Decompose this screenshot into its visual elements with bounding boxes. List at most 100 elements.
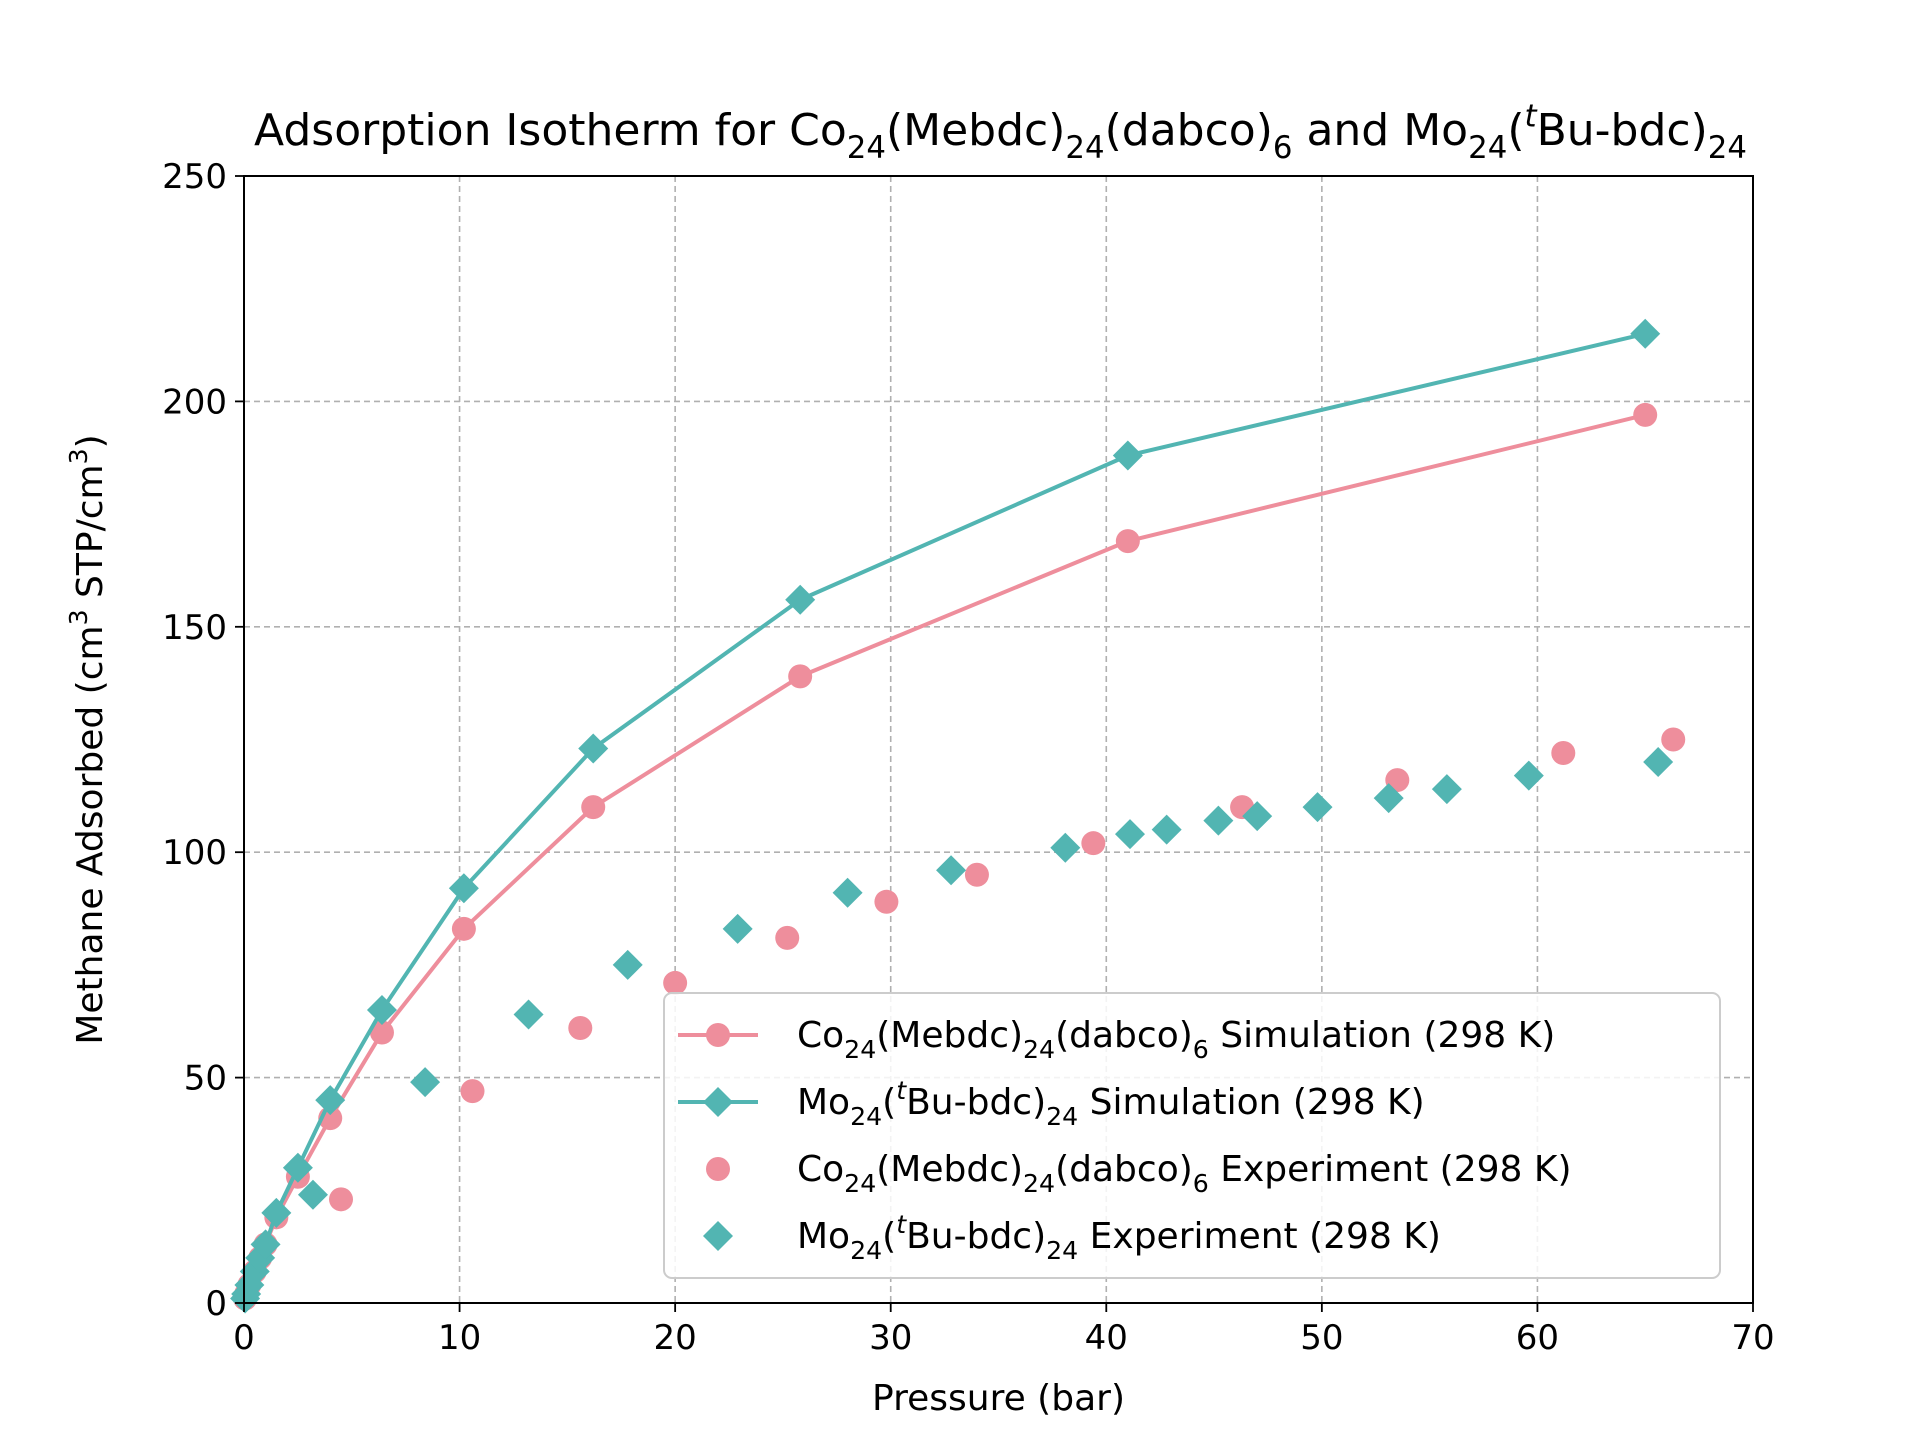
chart-title-part: 24	[1065, 130, 1104, 166]
legend-label-part: Simulation (298 K)	[1078, 1082, 1425, 1123]
legend-label-part: Experiment (298 K)	[1209, 1149, 1572, 1190]
data-point	[282, 1152, 313, 1183]
x-tick-label: 0	[233, 1318, 255, 1358]
data-point	[1151, 814, 1182, 845]
data-point	[788, 664, 813, 689]
y-axis-label-part: 3	[64, 448, 93, 464]
data-point	[1112, 440, 1143, 471]
x-tick-label: 30	[869, 1318, 912, 1358]
legend-label-part: Simulation (298 K)	[1209, 1015, 1556, 1056]
y-axis-label-part: )	[70, 434, 111, 448]
data-point	[513, 999, 544, 1030]
legend-label-part: (Mebdc)	[876, 1015, 1023, 1056]
legend-label-part: t	[896, 1210, 907, 1239]
legend: Co24(Mebdc)24(dabco)6 Simulation (298 K)…	[663, 992, 1721, 1279]
legend-label-part: (dabco)	[1055, 1015, 1193, 1056]
legend-label-part: 24	[1046, 1102, 1078, 1131]
legend-entry-2: Co24(Mebdc)24(dabco)6 Experiment (298 K)	[706, 1149, 1572, 1198]
legend-label: Mo24(tBu-bdc)24 Simulation (298 K)	[797, 1076, 1425, 1131]
x-tick-label: 70	[1731, 1318, 1774, 1358]
data-series	[230, 318, 1686, 1314]
data-point	[1643, 747, 1674, 778]
data-point	[369, 1020, 394, 1045]
legend-label: Mo24(tBu-bdc)24 Experiment (298 K)	[797, 1210, 1441, 1265]
y-axis-label-part: STP/cm	[70, 464, 111, 609]
legend-label-part: t	[896, 1076, 907, 1105]
data-point	[581, 795, 606, 820]
y-axis-label-part: Methane Adsorbed (cm	[70, 625, 111, 1044]
y-tick-label: 200	[162, 382, 227, 422]
legend-entry-1: Mo24(tBu-bdc)24 Simulation (298 K)	[678, 1076, 1425, 1131]
data-point	[1661, 727, 1686, 752]
plot-frame	[243, 175, 1754, 1304]
legend-label-part: 6	[1193, 1169, 1209, 1198]
legend-label-part: (	[882, 1216, 896, 1257]
data-point	[1115, 529, 1140, 554]
data-point	[874, 889, 899, 914]
data-point	[297, 1179, 328, 1210]
data-point	[568, 1016, 593, 1041]
series-1	[230, 318, 1661, 1314]
legend-label-part: 24	[844, 1169, 876, 1198]
x-tick-label: 20	[654, 1318, 697, 1358]
legend-marker	[703, 1221, 733, 1251]
legend-entry-0: Co24(Mebdc)24(dabco)6 Simulation (298 K)	[678, 1015, 1555, 1064]
data-point	[663, 970, 688, 995]
chart-title-part: (	[1507, 105, 1524, 156]
chart-title-part: (Mebdc)	[886, 105, 1065, 156]
data-point	[1242, 801, 1273, 832]
data-point	[1114, 819, 1145, 850]
series-3	[297, 747, 1674, 1210]
chart-title-part: 24	[1468, 130, 1507, 166]
data-point	[1081, 831, 1106, 856]
legend-label-part: Co	[797, 1149, 844, 1190]
legend-marker	[703, 1087, 733, 1117]
data-point	[1203, 805, 1234, 836]
x-tick-label: 60	[1516, 1318, 1559, 1358]
legend-box	[663, 992, 1721, 1279]
legend-label-part: Experiment (298 K)	[1078, 1216, 1441, 1257]
data-point	[460, 1079, 485, 1104]
data-point	[315, 1085, 346, 1116]
data-point	[329, 1187, 354, 1212]
data-point	[612, 949, 643, 980]
y-tick-label: 50	[184, 1059, 227, 1099]
data-point	[832, 877, 863, 908]
chart-title-part: t	[1524, 99, 1538, 135]
data-point	[366, 994, 397, 1025]
chart-title: Adsorption Isotherm for Co24(Mebdc)24(da…	[254, 99, 1747, 167]
chart-title-part: Bu-bdc)	[1537, 105, 1708, 156]
y-tick-label: 250	[162, 157, 227, 197]
legend-label-part: Mo	[797, 1082, 850, 1123]
legend-label-part: Co	[797, 1015, 844, 1056]
data-point	[964, 862, 989, 887]
legend-label-part: Bu-bdc)	[906, 1082, 1046, 1123]
data-point	[1050, 832, 1081, 863]
legend-label-part: 24	[1023, 1035, 1055, 1064]
data-point	[775, 925, 800, 950]
data-point	[1513, 760, 1544, 791]
data-point	[250, 1229, 281, 1260]
chart-title-part: Adsorption Isotherm for Co	[254, 105, 847, 156]
legend-label-part: Bu-bdc)	[906, 1216, 1046, 1257]
legend-label-part: 24	[1046, 1236, 1078, 1265]
data-point	[410, 1067, 441, 1098]
data-point	[1431, 774, 1462, 805]
legend-entry-3: Mo24(tBu-bdc)24 Experiment (298 K)	[703, 1210, 1441, 1265]
x-tick-label: 10	[438, 1318, 481, 1358]
data-point	[1630, 318, 1661, 349]
x-tick-label: 50	[1300, 1318, 1343, 1358]
chart-title-part: 24	[1708, 130, 1747, 166]
y-tick-label: 150	[162, 608, 227, 648]
legend-label-part: 24	[850, 1236, 882, 1265]
legend-label-part: Mo	[797, 1216, 850, 1257]
y-tick-label: 0	[205, 1284, 227, 1324]
x-tick-label: 40	[1085, 1318, 1128, 1358]
legend-label-part: (	[882, 1082, 896, 1123]
x-axis-label: Pressure (bar)	[872, 1378, 1125, 1419]
legend-label: Co24(Mebdc)24(dabco)6 Experiment (298 K)	[797, 1149, 1572, 1198]
chart-title-part: (dabco)	[1105, 105, 1273, 156]
chart-title-part: 24	[847, 130, 886, 166]
data-point	[936, 855, 967, 886]
